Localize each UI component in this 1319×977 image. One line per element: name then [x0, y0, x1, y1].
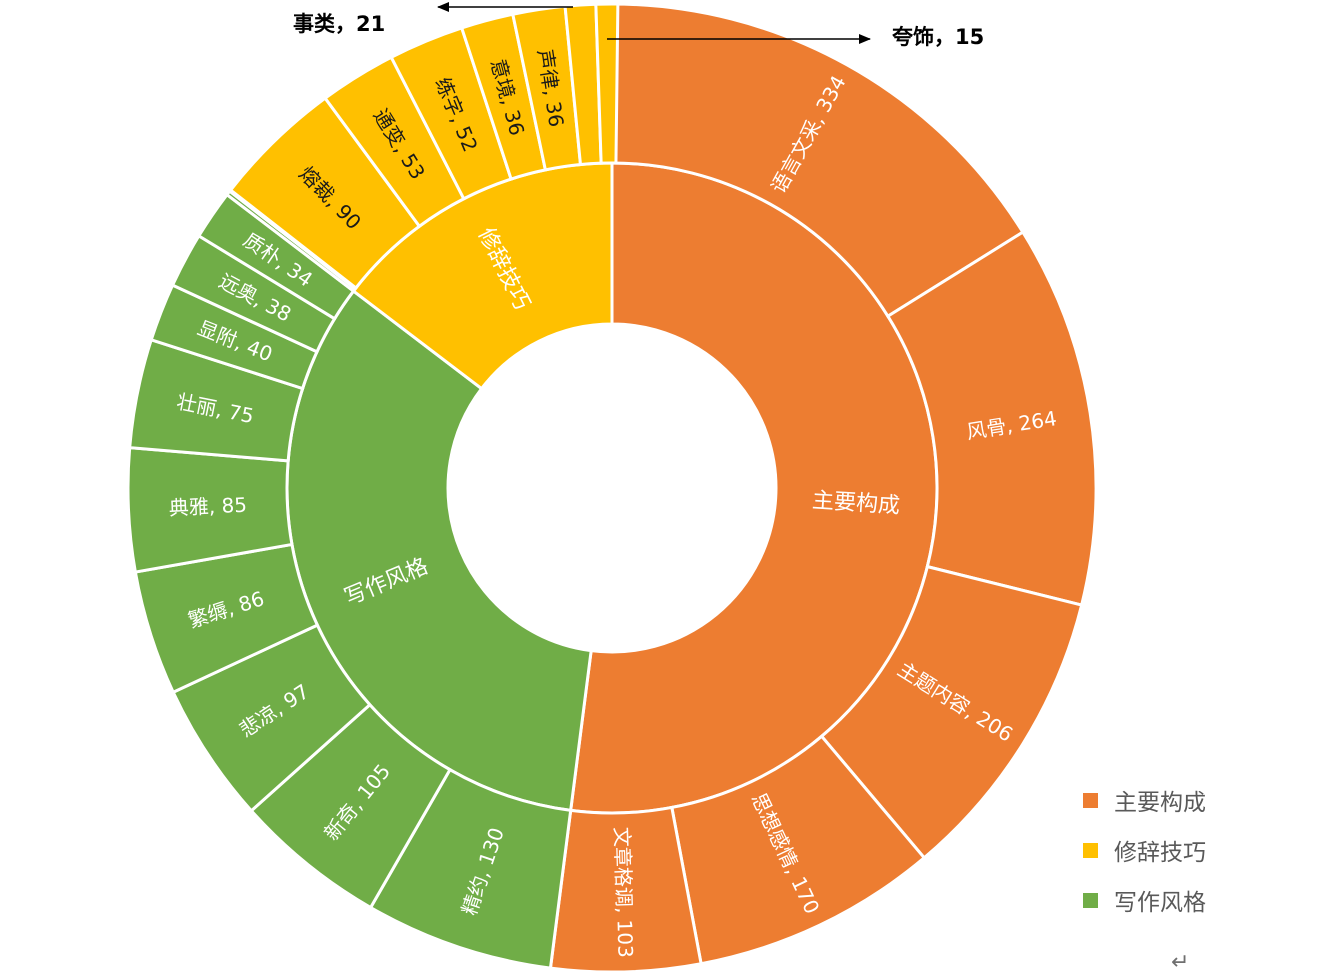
legend-swatch-main	[1083, 792, 1098, 808]
inner-label-0: 主要构成	[811, 488, 900, 519]
callouts: 事类，21 夸饰，15	[293, 1, 984, 49]
outer-label-4: 文章格调, 103	[610, 827, 638, 959]
legend-label-main: 主要构成	[1114, 790, 1206, 816]
legend-label-style: 写作风格	[1114, 890, 1206, 916]
outer-ring	[126, 2, 1098, 974]
legend-item-main: 主要构成	[1083, 775, 1206, 825]
legend-item-rhetoric: 修辞技巧	[1083, 825, 1206, 875]
legend-item-style: 写作风格	[1083, 875, 1206, 925]
return-mark: ↵	[1171, 950, 1190, 975]
inner-ring	[285, 161, 939, 815]
outer-segment-0	[610, 2, 1025, 319]
legend-swatch-style	[1083, 892, 1098, 908]
outer-segment-22	[594, 2, 620, 165]
legend-label-rhetoric: 修辞技巧	[1114, 840, 1206, 866]
chart-legend: 主要构成 修辞技巧 写作风格	[1083, 775, 1206, 925]
legend-swatch-rhetoric	[1083, 842, 1098, 858]
kuashi-callout-label: 夸饰，15	[892, 25, 984, 49]
outer-label-9: 典雅, 85	[168, 493, 247, 521]
shilei-callout-label: 事类，21	[293, 12, 385, 36]
